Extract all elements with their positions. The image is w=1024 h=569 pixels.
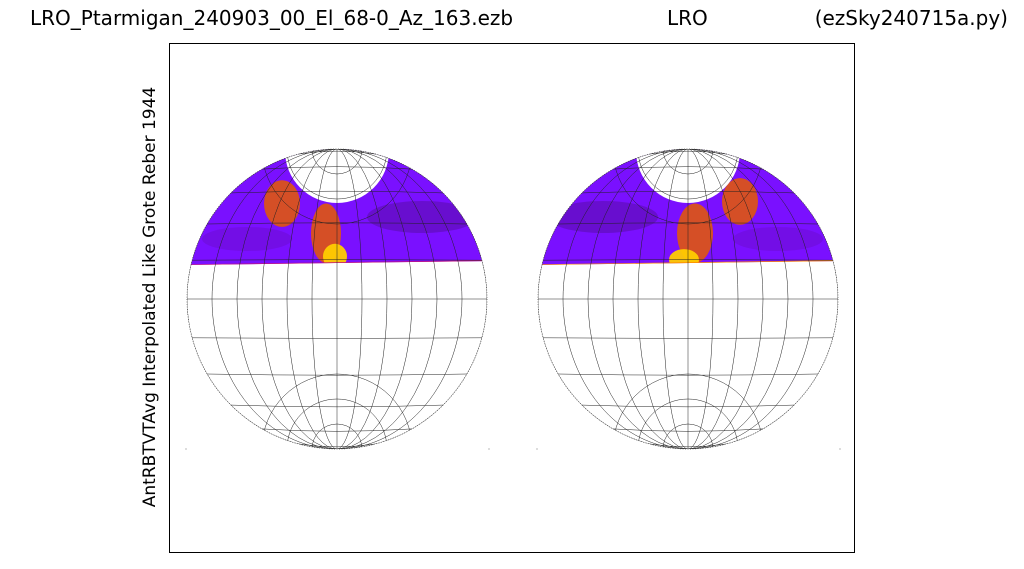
polar-circle [261,373,413,449]
baseline-dot [536,448,538,450]
graticule [187,149,487,449]
hot-region [722,178,758,225]
polar-circle [637,149,739,200]
parallel [612,166,764,170]
polar-circle [662,423,714,449]
parallel [192,337,482,339]
dark-region [548,201,658,233]
baseline-dot [488,448,490,450]
polar-circle [261,149,413,225]
hot-region [677,203,713,263]
parallel [298,150,376,155]
dark-region [202,227,292,251]
parallel [543,337,833,339]
polar-circle [286,149,388,200]
hemisphere-2 [537,148,839,450]
plot-title-station: LRO [667,6,708,30]
parallel [298,443,376,448]
parallel [230,190,444,194]
baseline-dot [185,448,187,450]
parallel [649,443,727,448]
polar-circle [662,149,714,175]
polar-circle [612,373,764,449]
parallel [649,150,727,155]
plot-title-file: LRO_Ptarmigan_240903_00_El_68-0_Az_163.e… [30,6,514,30]
dark-region [367,201,477,233]
graticule [538,149,838,449]
parallel [230,404,444,408]
parallel [558,222,818,225]
parallel [581,190,795,194]
baseline-dot [839,448,841,450]
parallel [207,222,467,225]
hemisphere-outline [537,148,839,450]
polar-circle [286,398,388,449]
parallel [192,259,482,261]
parallel [612,428,764,432]
dark-region [733,227,823,251]
parallel [581,404,795,408]
polar-circle [612,149,764,225]
parallel [558,373,818,376]
polar-circle [311,149,363,175]
parallel [261,166,413,170]
hemisphere-1 [186,148,488,450]
polar-circle [311,423,363,449]
hemisphere-outline [186,148,488,450]
polar-circle [637,398,739,449]
parallel [543,259,833,261]
plot-frame [169,43,855,553]
parallel [261,428,413,432]
parallel [207,373,467,376]
plot-title-script: (ezSky240715a.py) [814,6,1008,30]
